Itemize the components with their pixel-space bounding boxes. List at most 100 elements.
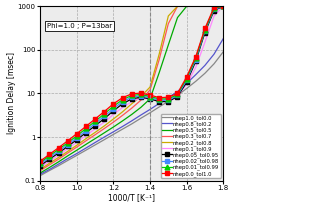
nhep0.2_tol0.8 (185, 5, 188, 8)
nhep0.05_tol0.95 (203, 31, 207, 34)
nhep0.1_tol0.9 (57, 154, 60, 157)
nhep0.0_tol1.0 (93, 118, 97, 120)
nhep1.0_tol0.0 (203, 72, 207, 75)
nhep1.0_tol0.0 (47, 169, 51, 172)
nhep0.05_tol0.95 (47, 158, 51, 160)
Y-axis label: Ignition Delay [msec]: Ignition Delay [msec] (7, 52, 16, 134)
nhep0.0_tol1.0 (75, 132, 79, 135)
nhep0.3_tol0.7 (166, 22, 170, 25)
nhep0.1_tol0.9 (175, 94, 179, 97)
nhep0.1_tol0.9 (47, 160, 51, 162)
nhep0.8_tol0.2 (157, 102, 161, 105)
nhep0.05_tol0.95 (75, 138, 79, 141)
Line: nhep0.01_tol0.99: nhep0.01_tol0.99 (38, 4, 226, 165)
nhep0.8_tol0.2 (148, 108, 152, 111)
nhep0.5_tol0.5 (93, 137, 97, 140)
nhep0.5_tol0.5 (203, 5, 207, 8)
nhep0.1_tol0.9 (84, 134, 88, 137)
nhep0.05_tol0.95 (175, 95, 179, 98)
nhep0.2_tol0.8 (194, 5, 198, 8)
nhep0.05_tol0.95 (57, 152, 60, 154)
nhep0.3_tol0.7 (130, 107, 134, 109)
nhep0.3_tol0.7 (66, 152, 69, 154)
nhep0.0_tol1.0 (221, 5, 225, 8)
nhep0.0_tol1.0 (112, 102, 115, 105)
nhep0.2_tol0.8 (148, 86, 152, 88)
nhep1.0_tol0.0 (112, 133, 115, 136)
nhep0.1_tol0.9 (221, 5, 225, 8)
nhep0.0_tol1.0 (130, 93, 134, 95)
nhep0.01_tol0.99 (194, 57, 198, 59)
Line: nhep0.8_tol0.2: nhep0.8_tol0.2 (40, 39, 223, 174)
nhep0.02_tol0.98 (194, 58, 198, 61)
nhep1.0_tol0.0 (121, 128, 124, 130)
nhep0.8_tol0.2 (75, 152, 79, 155)
nhep0.0_tol1.0 (166, 96, 170, 98)
nhep0.01_tol0.99 (84, 127, 88, 130)
nhep0.8_tol0.2 (212, 53, 216, 55)
nhep0.3_tol0.7 (38, 169, 42, 172)
nhep0.05_tol0.95 (130, 98, 134, 100)
nhep0.2_tol0.8 (84, 137, 88, 140)
nhep0.3_tol0.7 (157, 58, 161, 61)
nhep0.01_tol0.99 (102, 113, 106, 115)
nhep0.2_tol0.8 (221, 5, 225, 8)
nhep0.3_tol0.7 (139, 99, 143, 101)
nhep1.0_tol0.0 (212, 63, 216, 65)
nhep0.02_tol0.98 (130, 96, 134, 98)
nhep0.05_tol0.95 (121, 102, 124, 105)
nhep0.0_tol1.0 (194, 55, 198, 58)
nhep0.5_tol0.5 (139, 106, 143, 109)
nhep1.0_tol0.0 (194, 80, 198, 83)
nhep0.1_tol0.9 (194, 66, 198, 68)
nhep0.02_tol0.98 (38, 163, 42, 165)
nhep0.3_tol0.7 (148, 89, 152, 91)
nhep0.8_tol0.2 (66, 157, 69, 160)
nhep0.8_tol0.2 (139, 114, 143, 116)
nhep0.05_tol0.95 (212, 9, 216, 12)
nhep0.5_tol0.5 (194, 5, 198, 8)
nhep0.02_tol0.98 (93, 122, 97, 125)
nhep0.01_tol0.99 (185, 77, 188, 80)
nhep0.5_tol0.5 (148, 98, 152, 100)
nhep0.8_tol0.2 (47, 168, 51, 171)
nhep0.02_tol0.98 (148, 96, 152, 99)
nhep0.3_tol0.7 (194, 5, 198, 8)
nhep0.0_tol1.0 (157, 96, 161, 99)
nhep0.1_tol0.9 (102, 121, 106, 123)
nhep0.02_tol0.98 (175, 94, 179, 97)
nhep0.02_tol0.98 (66, 143, 69, 146)
nhep0.01_tol0.99 (166, 98, 170, 100)
nhep0.02_tol0.98 (84, 129, 88, 132)
nhep0.0_tol1.0 (66, 139, 69, 142)
nhep0.1_tol0.9 (203, 41, 207, 43)
nhep0.05_tol0.95 (66, 145, 69, 148)
nhep0.1_tol0.9 (75, 141, 79, 143)
nhep1.0_tol0.0 (139, 117, 143, 119)
nhep0.05_tol0.95 (166, 100, 170, 103)
nhep0.8_tol0.2 (221, 38, 225, 40)
nhep0.2_tol0.8 (75, 144, 79, 146)
nhep0.2_tol0.8 (139, 95, 143, 98)
nhep0.2_tol0.8 (157, 53, 161, 55)
nhep0.2_tol0.8 (102, 125, 106, 127)
nhep0.0_tol1.0 (139, 92, 143, 94)
nhep0.5_tol0.5 (102, 131, 106, 134)
nhep0.1_tol0.9 (157, 100, 161, 102)
nhep0.3_tol0.7 (75, 146, 79, 148)
nhep0.02_tol0.98 (221, 5, 225, 8)
nhep1.0_tol0.0 (66, 159, 69, 162)
nhep0.3_tol0.7 (112, 121, 115, 123)
nhep0.0_tol1.0 (148, 94, 152, 96)
nhep1.0_tol0.0 (57, 164, 60, 167)
nhep0.05_tol0.95 (139, 96, 143, 98)
nhep0.5_tol0.5 (121, 120, 124, 122)
nhep0.1_tol0.9 (93, 127, 97, 130)
nhep0.1_tol0.9 (38, 166, 42, 169)
nhep0.1_tol0.9 (148, 98, 152, 100)
nhep0.2_tol0.8 (121, 110, 124, 113)
nhep1.0_tol0.0 (75, 154, 79, 157)
nhep0.3_tol0.7 (203, 5, 207, 8)
Line: nhep0.2_tol0.8: nhep0.2_tol0.8 (40, 6, 223, 169)
Line: nhep0.05_tol0.95: nhep0.05_tol0.95 (38, 5, 225, 167)
